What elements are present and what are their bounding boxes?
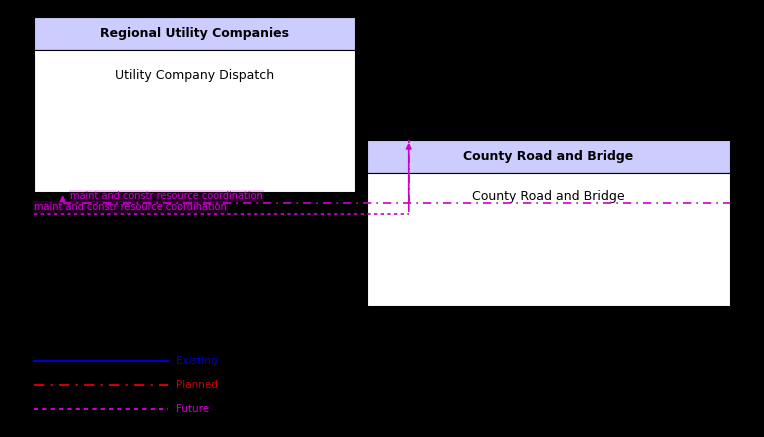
Text: Planned: Planned <box>176 380 218 389</box>
Text: maint and constr resource coordination: maint and constr resource coordination <box>34 202 227 212</box>
Bar <box>34 50 355 192</box>
Text: maint and constr resource coordination: maint and constr resource coordination <box>70 191 263 201</box>
Text: Utility Company Dispatch: Utility Company Dispatch <box>115 69 274 82</box>
Bar <box>34 17 355 50</box>
Text: Regional Utility Companies: Regional Utility Companies <box>100 28 290 40</box>
Text: Existing: Existing <box>176 356 217 365</box>
Text: Future: Future <box>176 404 209 413</box>
Text: County Road and Bridge: County Road and Bridge <box>463 150 633 163</box>
Bar <box>367 173 730 306</box>
Bar <box>367 140 730 173</box>
Text: County Road and Bridge: County Road and Bridge <box>472 190 624 203</box>
